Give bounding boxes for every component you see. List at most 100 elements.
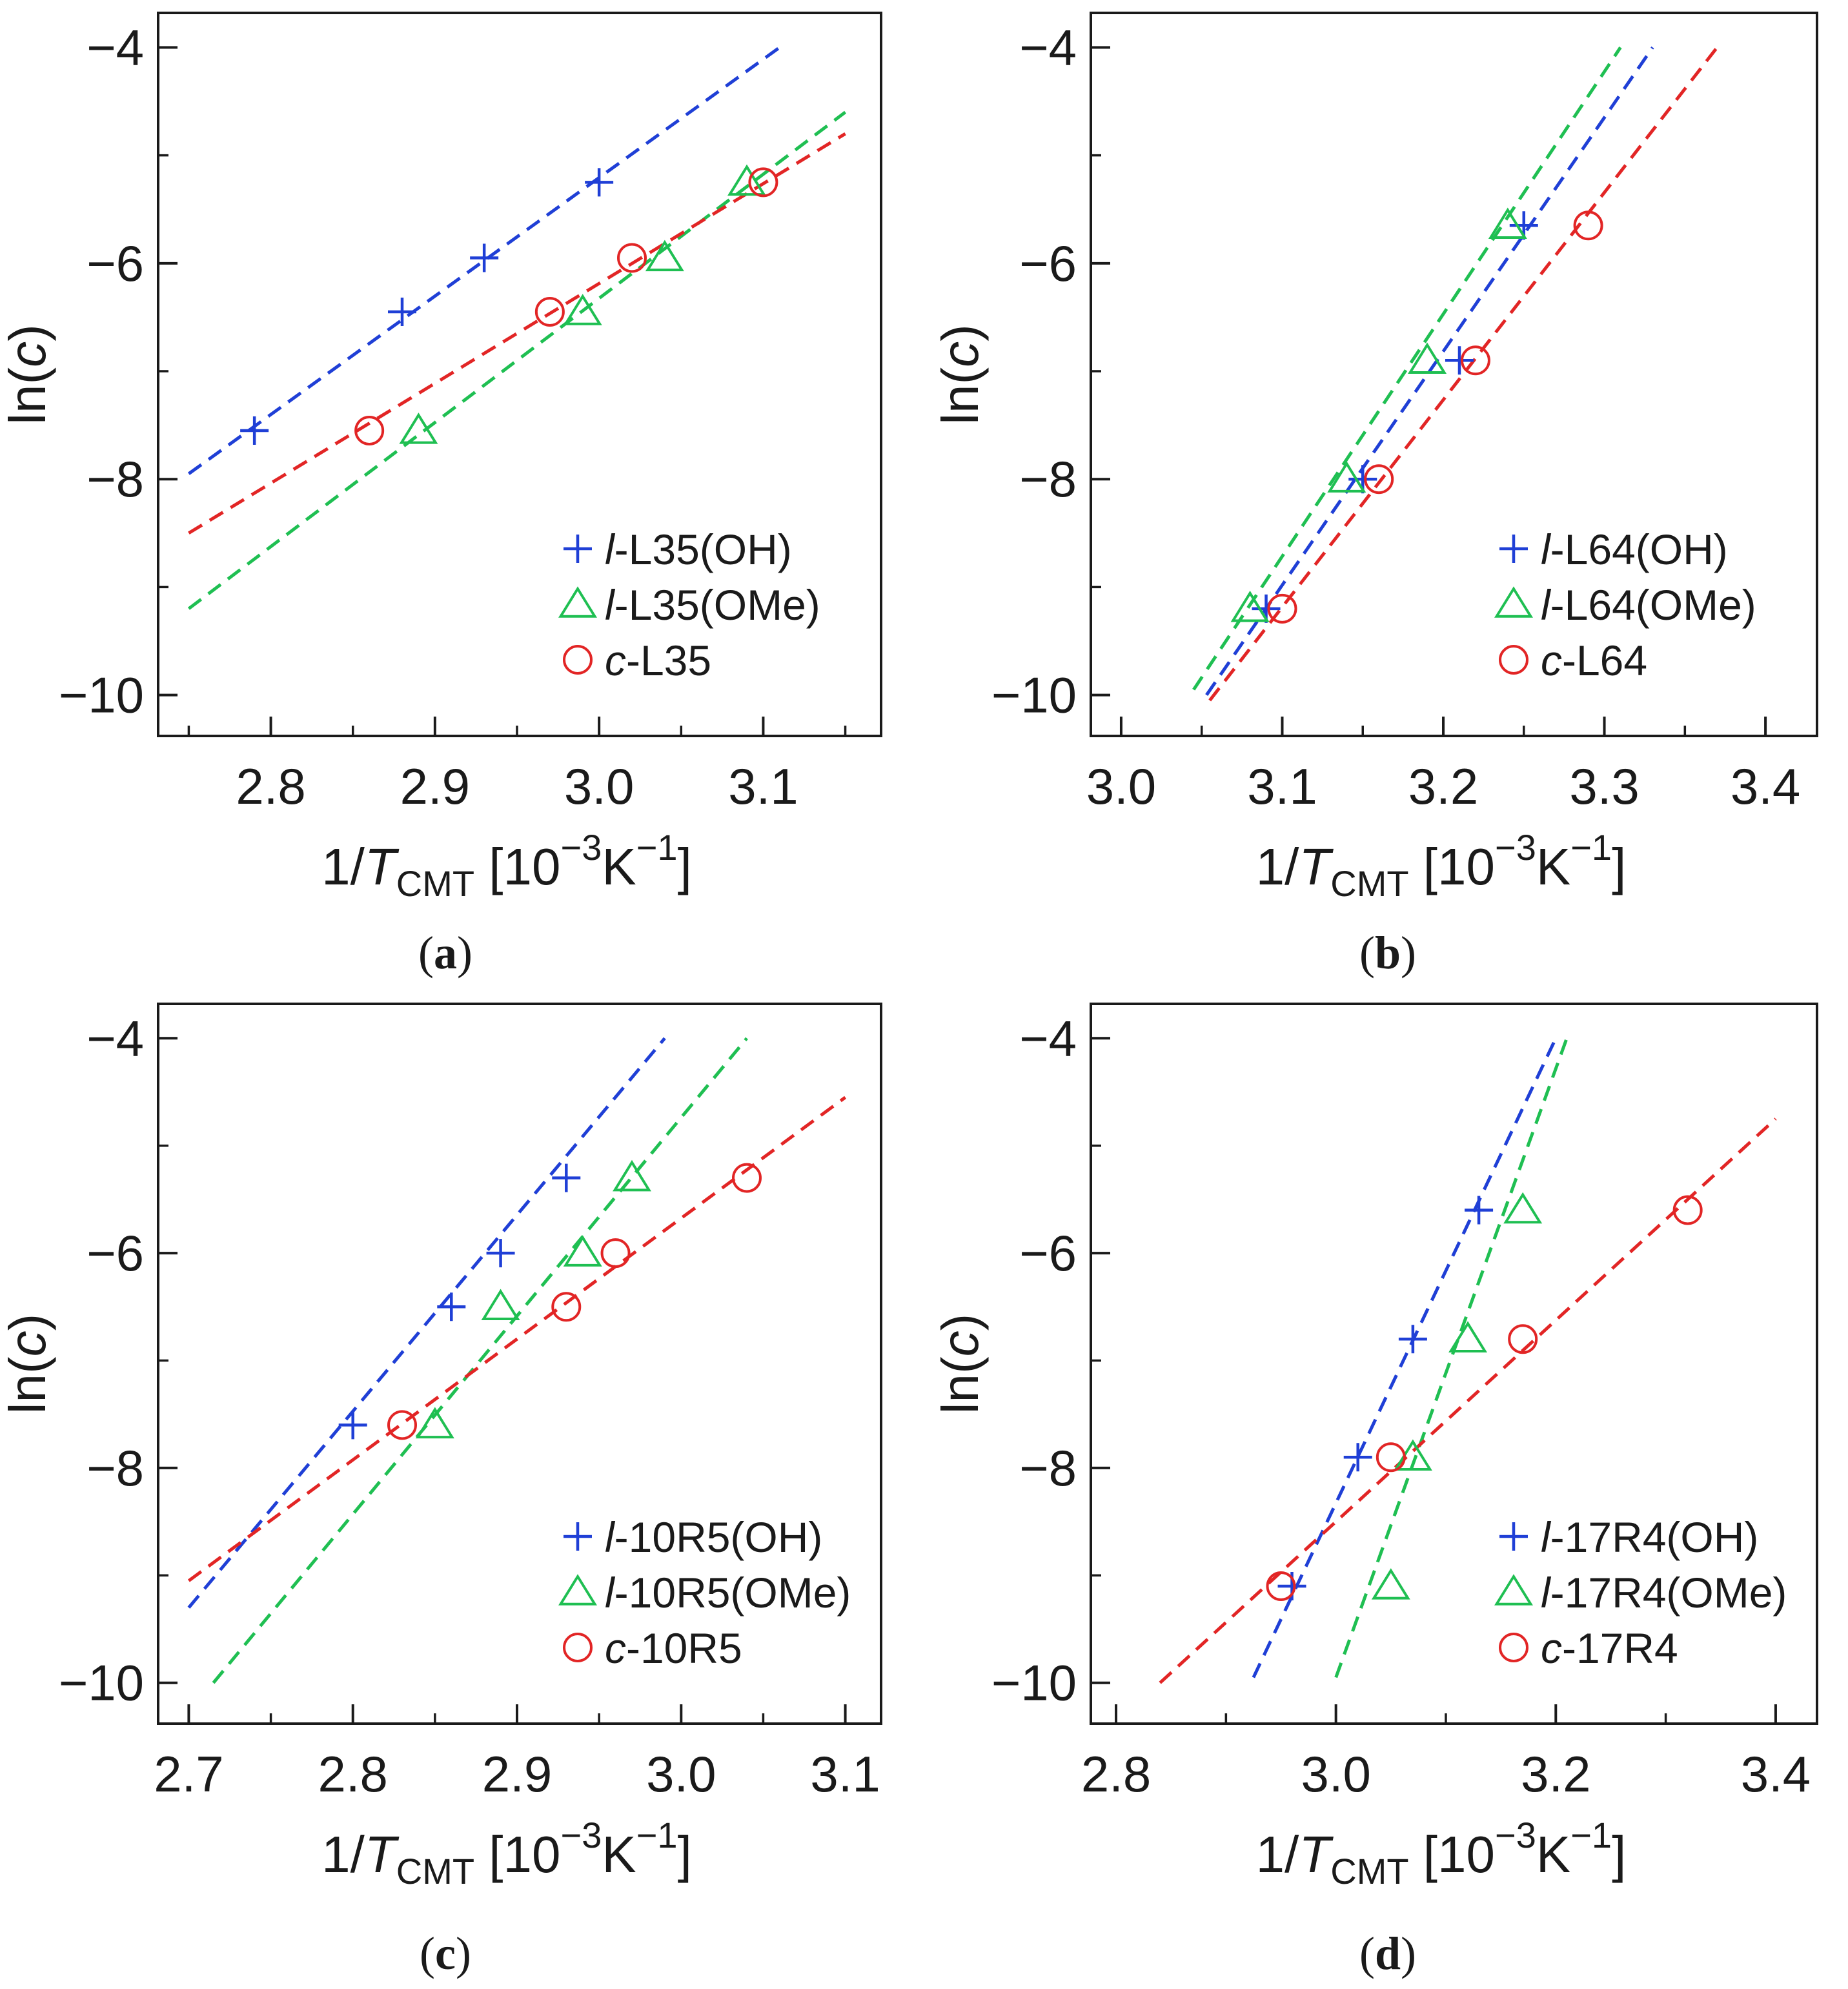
data-point-circle	[551, 1292, 582, 1322]
x-tick-label: 3.1	[810, 1746, 880, 1802]
x-tick-label: 2.9	[482, 1746, 552, 1802]
legend-marker-circle	[1499, 1633, 1528, 1662]
y-tick-label: −8	[86, 451, 144, 507]
legend-marker-plus	[1499, 535, 1528, 563]
x-axis-label: 1/TCMT [10−3K−1]	[321, 827, 692, 904]
x-tick-label: 3.4	[1731, 758, 1800, 815]
legend-marker-triangle	[558, 586, 597, 618]
legend-entry: l-10R5(OH)	[605, 1513, 822, 1561]
fit-line-ome	[187, 110, 847, 610]
data-point-plus	[437, 1292, 466, 1321]
x-tick-label: 3.0	[564, 758, 634, 815]
legend-marker-triangle	[1494, 1574, 1533, 1606]
data-point-circle	[1460, 345, 1490, 376]
x-axis-label: 1/TCMT [10−3K−1]	[1256, 827, 1627, 904]
data-point-triangle	[563, 294, 602, 325]
fit-line-c	[188, 132, 846, 535]
x-axis-label: 1/TCMT [10−3K−1]	[321, 1815, 692, 1892]
data-point-circle	[1508, 1324, 1538, 1354]
data-point-triangle	[1327, 461, 1366, 493]
data-point-triangle	[727, 164, 766, 196]
y-tick-label: −4	[86, 1010, 144, 1066]
data-point-plus	[486, 1239, 515, 1268]
legend-entry: l-L35(OH)	[605, 525, 792, 573]
legend-marker-circle	[563, 1633, 593, 1662]
x-tick-label: 3.0	[1086, 758, 1156, 815]
data-point-circle	[1266, 1571, 1296, 1601]
data-point-circle	[617, 243, 647, 273]
legend-entry: c-L64	[1541, 637, 1647, 684]
fit-line-oh	[1252, 1037, 1558, 1678]
y-tick-label: −8	[86, 1440, 144, 1496]
fit-line-ome	[212, 1037, 748, 1684]
chart-panel-a: −4 −6 −8 −10 2.8 2.9 3.0 3.1 l-L35(OH) l-L35(OMe)…	[0, 12, 882, 979]
panel-label: (b)	[1359, 927, 1416, 979]
data-point-circle	[354, 415, 385, 445]
legend-marker-triangle	[558, 1574, 597, 1606]
legend-marker-triangle	[1494, 586, 1533, 618]
plot-frame	[157, 1003, 882, 1725]
fit-line-oh	[187, 1037, 666, 1609]
chart-panel-b: −4 −6 −8 −103.0 3.1 3.2 3.3 3.4 l-L64(OH) l-L64(O…	[931, 12, 1818, 979]
x-tick-label: 3.2	[1408, 758, 1478, 815]
y-axis-label: ln(c)	[931, 1314, 989, 1414]
legend-entry: l-10R5(OMe)	[605, 1569, 851, 1617]
y-tick-label: −10	[59, 1655, 144, 1711]
y-tick-label: −4	[86, 19, 144, 76]
data-point-triangle	[1448, 1321, 1488, 1352]
legend-entry: l-L64(OH)	[1541, 525, 1728, 573]
x-tick-label: 3.0	[1301, 1746, 1370, 1802]
x-tick-label: 2.8	[1081, 1746, 1151, 1802]
fit-line-ome	[1334, 1037, 1569, 1678]
y-axis-label: ln(c)	[0, 1314, 56, 1414]
x-tick-label: 3.1	[1247, 758, 1317, 815]
y-tick-label: −6	[1019, 1225, 1077, 1281]
data-point-plus	[1343, 1443, 1372, 1472]
data-point-triangle	[645, 240, 684, 272]
y-tick-label: −6	[1019, 235, 1077, 292]
data-point-plus	[338, 1411, 367, 1440]
data-point-triangle	[1408, 342, 1447, 374]
x-tick-label: 2.7	[154, 1746, 223, 1802]
y-tick-label: −4	[1019, 19, 1077, 76]
data-point-circle	[1573, 210, 1603, 241]
x-tick-label: 3.2	[1521, 1746, 1590, 1802]
legend-entry: l-17R4(OH)	[1541, 1513, 1758, 1561]
data-point-plus	[388, 298, 416, 327]
data-point-circle	[534, 297, 565, 327]
legend-entry: c-L35	[605, 637, 711, 684]
data-point-triangle	[415, 1407, 454, 1439]
fit-line-ome	[1192, 46, 1622, 691]
chart-panel-c: −4 −6 −8 −102.7 2.8 2.9 3.0 3.1 l-10R5(OH) l-10R5…	[0, 1003, 882, 1979]
panel-label: (c)	[420, 1928, 471, 1979]
chart-panel-d: −4 −6 −8 −102.8 3.0 3.2 3.4 l-17R4(OH) l-17R4(OM…	[931, 1003, 1818, 1979]
x-tick-label: 3.4	[1741, 1746, 1811, 1802]
y-tick-label: −6	[86, 1225, 144, 1281]
data-point-plus	[585, 168, 614, 197]
y-tick-label: −8	[1019, 451, 1077, 507]
x-tick-label: 2.8	[318, 1746, 387, 1802]
data-point-plus	[552, 1163, 581, 1192]
legend-entry: c-10R5	[605, 1624, 742, 1672]
data-point-circle	[387, 1410, 417, 1440]
legend-marker-circle	[563, 645, 593, 675]
data-point-triangle	[399, 413, 438, 444]
legend-entry: c-17R4	[1541, 1624, 1678, 1672]
x-tick-label: 2.9	[400, 758, 470, 815]
y-tick-label: −10	[991, 1655, 1077, 1711]
x-tick-label: 3.0	[646, 1746, 716, 1802]
data-point-triangle	[1230, 591, 1270, 622]
data-point-plus	[1465, 1196, 1494, 1225]
plot-frame	[1090, 1003, 1818, 1725]
data-point-triangle	[1371, 1568, 1410, 1600]
y-tick-label: −4	[1019, 1010, 1077, 1066]
data-point-circle	[748, 167, 778, 198]
y-axis-label: ln(c)	[0, 324, 56, 425]
fit-line-oh	[1205, 46, 1654, 696]
data-point-circle	[1364, 464, 1394, 495]
x-tick-label: 3.3	[1569, 758, 1639, 815]
fit-line-c	[1159, 1117, 1777, 1684]
plot-frame	[157, 12, 882, 737]
data-point-plus	[240, 416, 269, 445]
x-axis-label: 1/TCMT [10−3K−1]	[1256, 1815, 1627, 1892]
